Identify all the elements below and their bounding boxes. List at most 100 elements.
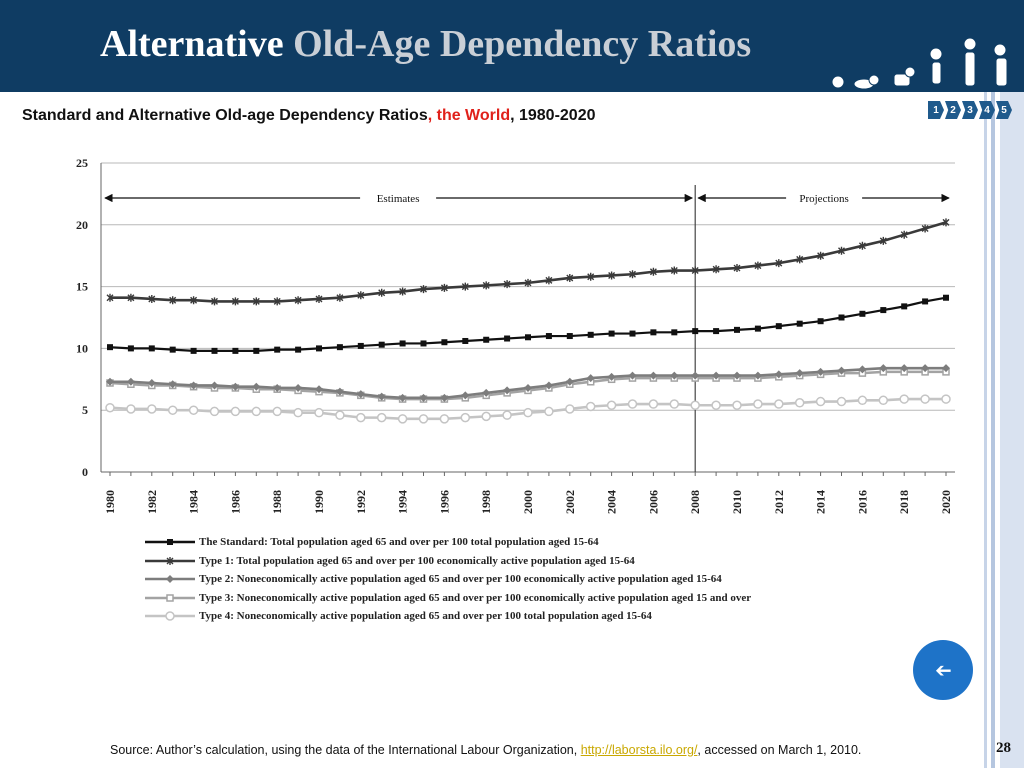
data-point (107, 344, 113, 351)
y-tick-label: 10 (76, 341, 88, 355)
title-highlight: Old-Age Dependency Ratios (293, 23, 752, 65)
data-point (293, 407, 303, 418)
x-tick-label: 2004 (605, 490, 619, 514)
data-point (899, 394, 909, 404)
data-point (231, 382, 240, 391)
data-point (127, 293, 135, 302)
data-point (188, 405, 199, 415)
data-point (336, 344, 343, 351)
data-point (691, 266, 699, 275)
data-point (190, 296, 198, 305)
slide-nav: 1 2 3 4 5 (928, 101, 1013, 119)
data-point (942, 218, 950, 227)
x-tick-label: 2000 (521, 490, 535, 514)
data-point (586, 374, 595, 383)
data-point (460, 412, 471, 423)
data-point (629, 270, 636, 279)
data-point (441, 339, 448, 346)
data-point (837, 366, 846, 375)
data-point (587, 331, 594, 338)
subtitle-text: Standard and Alternative Old-age Depende… (22, 107, 428, 124)
estimates-label: Estimates (377, 193, 420, 205)
data-point (356, 390, 365, 399)
data-point (753, 371, 762, 380)
source-link[interactable]: http://laborsta.ilo.org/ (580, 743, 698, 757)
x-tick-label: 1980 (103, 490, 117, 514)
data-point (795, 369, 804, 378)
x-tick-label: 2018 (897, 490, 911, 514)
data-point (399, 340, 406, 347)
data-point (796, 320, 803, 327)
data-point (921, 224, 929, 233)
legend-item: The Standard: Total population aged 65 a… (145, 533, 751, 552)
data-point (523, 407, 533, 418)
data-point (481, 411, 491, 422)
x-tick-label: 1990 (312, 490, 326, 514)
x-tick-label: 1988 (270, 490, 284, 514)
data-point (628, 371, 637, 380)
data-point (232, 347, 239, 354)
data-point (504, 335, 511, 342)
data-point (502, 410, 512, 420)
legend-marker (166, 575, 174, 584)
data-point (754, 261, 762, 270)
back-button[interactable]: ➔ (913, 640, 973, 700)
data-point (941, 394, 951, 404)
side-decoration (982, 92, 1024, 768)
legend-label: Type 2: Noneconomically active populatio… (199, 573, 722, 586)
data-point (629, 330, 636, 337)
data-point (879, 236, 887, 245)
nav-tab-3[interactable]: 3 (962, 101, 978, 119)
data-point (105, 402, 115, 413)
data-point (251, 406, 262, 417)
data-point (775, 323, 782, 330)
data-point (544, 381, 553, 390)
data-point (878, 395, 889, 406)
data-point (608, 330, 615, 337)
y-tick-label: 5 (82, 403, 88, 417)
data-point (190, 347, 197, 354)
data-point (378, 341, 385, 348)
data-point (732, 400, 742, 411)
nav-tab-4[interactable]: 4 (979, 101, 995, 119)
slide-title: Alternative Old-Age Dependency Ratios (100, 22, 751, 66)
data-point (587, 272, 595, 281)
x-tick-label: 2008 (688, 490, 702, 514)
data-point (857, 395, 868, 406)
data-point (753, 399, 763, 409)
data-point (712, 265, 720, 274)
data-point (880, 307, 887, 314)
data-point (775, 259, 783, 268)
data-point (627, 399, 638, 409)
nav-tab-5[interactable]: 5 (996, 101, 1012, 119)
data-point (295, 346, 302, 353)
data-point (127, 345, 134, 352)
data-point (169, 346, 176, 353)
nav-tab-2[interactable]: 2 (945, 101, 961, 119)
x-tick-label: 1992 (354, 490, 368, 514)
data-point (690, 400, 700, 411)
x-tick-label: 1984 (187, 490, 201, 514)
x-tick-label: 1986 (228, 490, 242, 514)
data-point (650, 329, 657, 336)
data-point (169, 296, 177, 305)
subtitle-world: , the World (427, 107, 511, 124)
nav-tab-1[interactable]: 1 (928, 101, 944, 119)
data-point (733, 371, 741, 380)
data-point (420, 285, 427, 294)
title-main: Alternative (100, 23, 284, 65)
data-point (273, 297, 281, 306)
legend-swatch (145, 556, 195, 565)
x-tick-label: 2014 (814, 490, 828, 514)
x-tick-label: 1998 (479, 490, 493, 514)
data-point (294, 296, 302, 305)
legend-swatch (145, 575, 195, 584)
data-point (670, 266, 678, 275)
legend-label: The Standard: Total population aged 65 a… (199, 536, 599, 549)
data-point (713, 328, 720, 335)
data-point (838, 314, 845, 321)
data-point (796, 255, 804, 264)
data-point (274, 346, 281, 353)
data-point (420, 340, 427, 347)
data-point (167, 405, 178, 415)
